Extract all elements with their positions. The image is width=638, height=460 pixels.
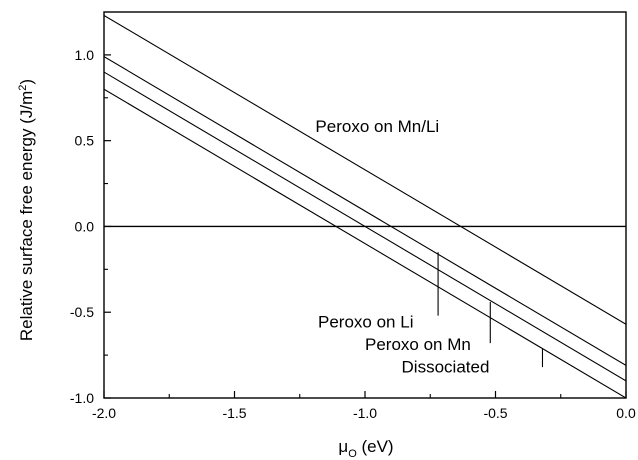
annotation-dissociated: Dissociated (402, 357, 490, 376)
x-axis-label-symbol: μ (338, 437, 348, 456)
x-tick-label: -2.0 (92, 405, 116, 421)
annotation-peroxo-on-mn-li: Peroxo on Mn/Li (315, 117, 439, 136)
series-line-dissociated (104, 88, 626, 398)
x-axis-label: μO (eV) (338, 437, 393, 460)
plot-area: -2.0 -1.5 -1.0 -0.5 0.0 -1.0 -0.5 0.0 0.5 1.0 Pero… (70, 11, 636, 421)
x-tick-label: -1.0 (353, 405, 377, 421)
x-tick-label: -1.5 (222, 405, 246, 421)
x-axis-label-subscript: O (348, 448, 357, 460)
annotation-peroxo-on-li: Peroxo on Li (318, 313, 413, 332)
y-axis-label: Relative surface free energy (J/m2) (17, 79, 36, 341)
series-line-peroxo-on-mn-li (104, 14, 626, 325)
annotation-peroxo-on-mn: Peroxo on Mn (365, 335, 471, 354)
y-axis-label-text: Relative surface free energy (J/m (17, 91, 36, 341)
y-tick-label: 0.5 (75, 133, 95, 149)
x-tick-label: -0.5 (483, 405, 507, 421)
y-axis-label-superscript: 2 (17, 85, 29, 91)
series-line-peroxo-on-li (104, 56, 626, 366)
x-axis-label-unit: (eV) (357, 437, 394, 456)
y-tick-label: -1.0 (70, 390, 94, 406)
series-line-peroxo-on-mn (104, 71, 626, 382)
x-tick-label: 0.0 (616, 405, 636, 421)
y-tick-label: -0.5 (70, 304, 94, 320)
y-tick-label: 0.0 (75, 218, 95, 234)
y-axis-label-end: ) (17, 79, 36, 85)
y-tick-label: 1.0 (75, 47, 95, 63)
